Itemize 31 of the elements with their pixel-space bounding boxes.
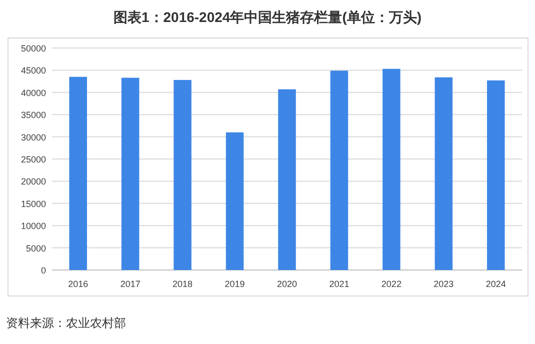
text: 资料来源：农业农村部 bbox=[6, 316, 126, 330]
x-tick-label: 2018 bbox=[172, 279, 193, 289]
y-tick-label: 10000 bbox=[20, 221, 46, 232]
y-tick-label: 15000 bbox=[20, 198, 46, 209]
y-tick-label: 20000 bbox=[20, 176, 46, 187]
bar bbox=[121, 78, 140, 270]
bar bbox=[487, 80, 505, 270]
x-tick-label: 2023 bbox=[434, 279, 454, 289]
x-tick-label: 2020 bbox=[276, 279, 298, 289]
y-tick-label: 25000 bbox=[20, 154, 46, 164]
bar bbox=[434, 77, 453, 270]
chart-title: 图表1：2016-2024年中国生猪存栏量(单位：万头) bbox=[113, 9, 422, 25]
bar bbox=[174, 80, 192, 270]
bar bbox=[382, 68, 400, 270]
bar bbox=[226, 132, 244, 270]
y-tick-label: 0 bbox=[40, 266, 46, 276]
y-tick-label: 50000 bbox=[20, 44, 46, 54]
x-tick-label: 2019 bbox=[224, 279, 245, 289]
bar bbox=[278, 89, 296, 270]
y-tick-label: 45000 bbox=[20, 66, 46, 76]
y-tick-label: 30000 bbox=[20, 132, 46, 142]
y-tick-label: 5000 bbox=[26, 243, 46, 254]
y-tick-label: 40000 bbox=[20, 88, 46, 98]
y-tick-label: 35000 bbox=[20, 110, 46, 120]
bar bbox=[330, 70, 348, 270]
x-tick-label: 2016 bbox=[68, 279, 88, 289]
x-tick-label: 2024 bbox=[486, 279, 506, 289]
x-tick-label: 2021 bbox=[329, 279, 350, 289]
x-tick-label: 2022 bbox=[381, 279, 402, 289]
x-tick-label: 2017 bbox=[120, 279, 140, 289]
bar bbox=[69, 76, 87, 270]
